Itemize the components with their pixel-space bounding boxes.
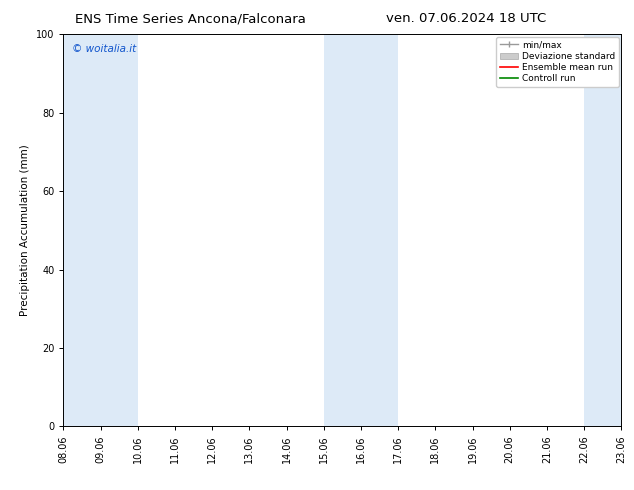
Text: ven. 07.06.2024 18 UTC: ven. 07.06.2024 18 UTC — [386, 12, 546, 25]
Bar — [101, 34, 138, 426]
Text: ENS Time Series Ancona/Falconara: ENS Time Series Ancona/Falconara — [75, 12, 306, 25]
Bar — [63, 34, 101, 426]
Bar — [324, 34, 361, 426]
Y-axis label: Precipitation Accumulation (mm): Precipitation Accumulation (mm) — [20, 145, 30, 316]
Legend: min/max, Deviazione standard, Ensemble mean run, Controll run: min/max, Deviazione standard, Ensemble m… — [496, 37, 619, 87]
Bar — [361, 34, 398, 426]
Text: © woitalia.it: © woitalia.it — [72, 44, 136, 54]
Bar — [584, 34, 621, 426]
